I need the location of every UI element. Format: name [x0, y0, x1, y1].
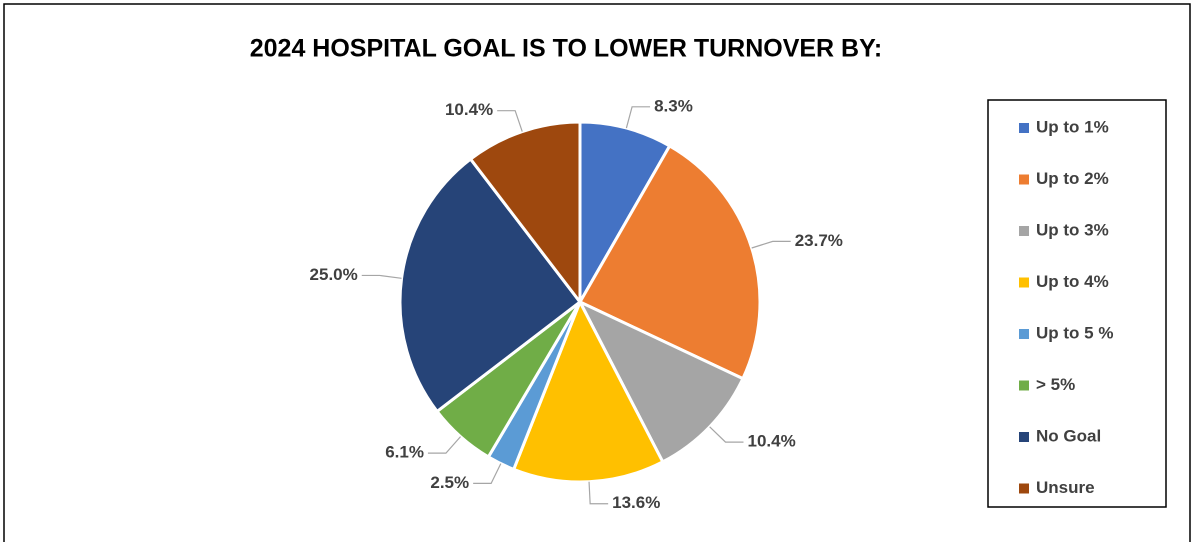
legend-label: No Goal: [1036, 426, 1101, 445]
leader-line: [709, 426, 744, 443]
data-label: 6.1%: [385, 443, 424, 462]
legend-swatch: [1019, 174, 1029, 185]
leader-line: [427, 436, 461, 454]
leader-line: [588, 481, 609, 505]
legend-label: Up to 4%: [1036, 272, 1109, 291]
leader-line: [473, 463, 502, 485]
data-label: 10.4%: [748, 432, 796, 451]
legend-swatch: [1019, 380, 1029, 391]
legend-swatch: [1019, 277, 1029, 288]
data-label: 13.6%: [612, 493, 660, 512]
leader-line: [497, 110, 523, 132]
legend-label: > 5%: [1036, 375, 1075, 394]
leader-line: [361, 274, 402, 279]
data-label: 2.5%: [430, 473, 469, 492]
legend-label: Up to 3%: [1036, 220, 1109, 239]
legend-label: Unsure: [1036, 478, 1095, 497]
legend-label: Up to 5 %: [1036, 323, 1113, 342]
data-label: 10.4%: [445, 100, 493, 119]
legend-swatch: [1019, 432, 1029, 442]
legend-swatch: [1019, 123, 1029, 133]
legend-swatch: [1019, 483, 1029, 494]
pie-slice: [398, 156, 583, 414]
legend-swatch: [1019, 226, 1029, 236]
pie-slice: [576, 298, 745, 464]
legend-box: [987, 99, 1167, 508]
legend-label: Up to 2%: [1036, 169, 1109, 188]
pie-slice: [468, 120, 582, 307]
data-label: 23.7%: [795, 231, 843, 250]
data-label: 8.3%: [654, 96, 693, 115]
data-label: 25.0%: [310, 265, 358, 284]
leader-line: [751, 240, 791, 249]
pie-slice: [578, 120, 672, 308]
chart-title: 2024 HOSPITAL GOAL IS TO LOWER TURNOVER …: [250, 35, 883, 63]
leader-line: [625, 106, 651, 129]
legend-label: Up to 1%: [1036, 117, 1109, 136]
legend-swatch: [1019, 329, 1029, 339]
